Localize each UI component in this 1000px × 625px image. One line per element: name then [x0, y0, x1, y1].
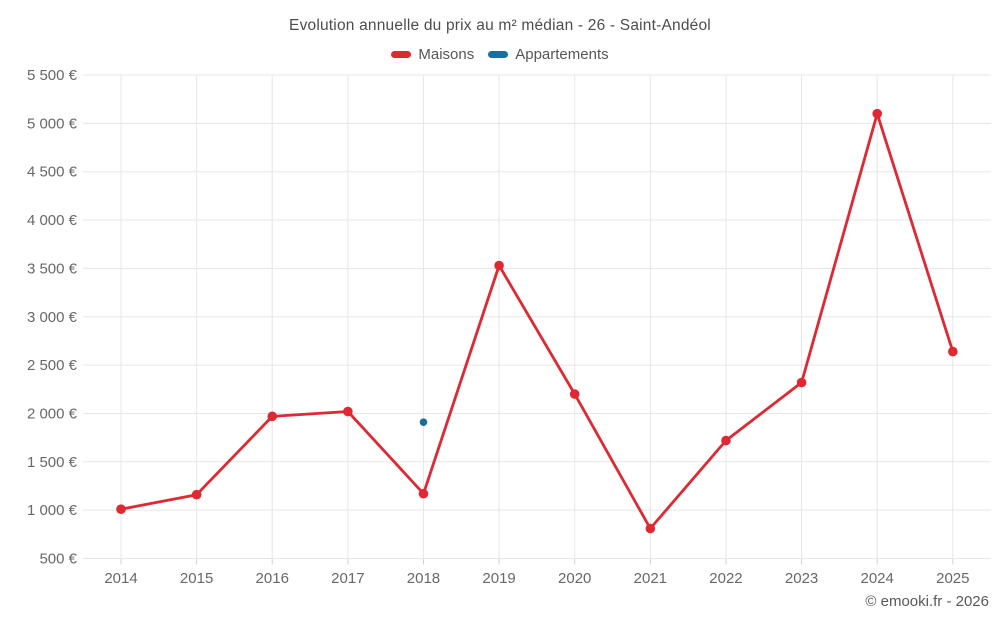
appartements-series-swatch-icon	[488, 51, 509, 58]
x-axis-label: 2022	[709, 570, 742, 587]
legend: Maisons Appartements	[0, 46, 1000, 63]
maisons-series-swatch-icon	[391, 51, 412, 58]
data-point-maisons-2025[interactable]	[948, 346, 958, 357]
chart-title: Evolution annuelle du prix au m² médian …	[289, 17, 711, 34]
y-axis-label: 5 500 €	[27, 67, 78, 84]
x-axis-label: 2018	[407, 570, 440, 587]
y-axis-label: 500 €	[39, 551, 77, 568]
legend-item-maisons[interactable]: Maisons	[391, 46, 474, 63]
x-axis-label: 2019	[482, 570, 515, 587]
data-point-maisons-2016[interactable]	[267, 411, 278, 422]
x-axis-label: 2016	[256, 570, 289, 587]
x-axis-label: 2025	[936, 570, 969, 587]
data-point-maisons-2023[interactable]	[796, 377, 807, 388]
data-point-maisons-2022[interactable]	[721, 435, 731, 446]
data-point-maisons-2015[interactable]	[191, 489, 202, 500]
data-point-maisons-2017[interactable]	[343, 406, 353, 417]
y-axis-label: 2 500 €	[27, 357, 78, 374]
x-axis-label: 2024	[861, 570, 894, 587]
series-line-maisons	[119, 112, 955, 530]
y-axis-label: 4 500 €	[27, 164, 78, 181]
x-axis-label: 2014	[104, 570, 137, 587]
legend-label-maisons: Maisons	[418, 46, 475, 63]
legend-label-appartements: Appartements	[515, 46, 609, 63]
data-point-maisons-2018[interactable]	[418, 488, 429, 499]
y-axis-label: 5 000 €	[27, 115, 78, 132]
data-point-maisons-2019[interactable]	[494, 260, 504, 271]
x-axis-label: 2023	[785, 570, 818, 587]
data-point-maisons-2024[interactable]	[872, 108, 882, 119]
x-axis-label: 2017	[331, 570, 364, 587]
y-axis-label: 1 500 €	[27, 454, 78, 471]
y-axis-label: 2 000 €	[27, 405, 78, 422]
y-axis-label: 4 000 €	[27, 212, 78, 229]
y-axis-label: 3 000 €	[27, 309, 78, 326]
watermark: © emooki.fr - 2026	[865, 593, 989, 610]
data-point-maisons-2020[interactable]	[569, 389, 580, 399]
data-point-maisons-2014[interactable]	[116, 504, 126, 514]
y-axis-label: 1 000 €	[27, 502, 78, 519]
x-axis-label: 2015	[180, 570, 213, 587]
x-axis-label: 2021	[634, 570, 667, 587]
legend-item-appartements[interactable]: Appartements	[488, 46, 609, 63]
x-axis-label: 2020	[558, 570, 591, 587]
data-point-maisons-2021[interactable]	[645, 523, 656, 534]
data-point-appartements-2018[interactable]	[419, 418, 428, 426]
y-axis-label: 3 500 €	[27, 260, 78, 277]
